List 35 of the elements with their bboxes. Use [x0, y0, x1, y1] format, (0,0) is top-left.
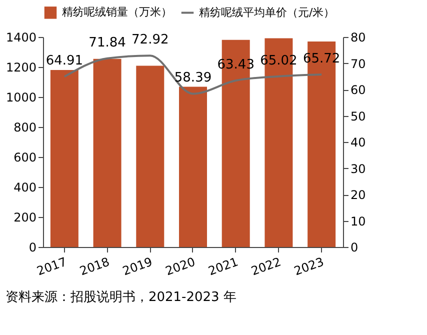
bar: [179, 86, 207, 247]
y-tick-label: 600: [14, 150, 36, 164]
y2-tick-label: 60: [350, 83, 366, 97]
bar: [93, 58, 122, 247]
y-tick-label: 1400: [6, 30, 36, 44]
y2-tick-label: 10: [350, 214, 366, 228]
y2-tick-label: 30: [350, 162, 366, 176]
x-tick-label: 2019: [120, 254, 154, 278]
y-tick-label: 0: [28, 240, 36, 254]
data-label: 58.39: [174, 70, 212, 86]
x-tick-label: 2018: [78, 254, 112, 278]
y2-tick-label: 50: [350, 109, 366, 124]
y-tick-label: 1200: [6, 60, 36, 74]
text: 资料来源：招股说明书，2021-2023 年: [5, 290, 236, 305]
y2-tick-label: 0: [350, 240, 358, 254]
y-tick-label: 200: [14, 210, 36, 224]
y-tick-label: 800: [14, 120, 36, 134]
legend-label: 精纺呢绒销量（万米）: [62, 6, 172, 19]
y2-tick-label: 20: [350, 188, 366, 202]
y2-tick-label: 80: [350, 30, 366, 44]
y2-tick-label: 40: [350, 136, 366, 150]
y-tick-label: 1000: [6, 90, 36, 104]
data-label: 71.84: [88, 35, 126, 50]
x-tick-label: 2022: [249, 254, 283, 278]
bar: [136, 66, 164, 247]
data-label: 64.91: [46, 54, 84, 69]
y2-tick-label: 70: [350, 56, 366, 71]
x-tick-label: 2017: [35, 254, 69, 278]
y-tick-label: 400: [14, 180, 36, 194]
legend-label: 精纺呢绒平均单价（元/米）: [199, 6, 335, 19]
x-tick-label: 2023: [292, 254, 326, 278]
x-tick-label: 2021: [206, 254, 240, 278]
data-label: 72.92: [132, 32, 169, 48]
x-tick-label: 2020: [164, 254, 198, 278]
bar: [50, 70, 78, 247]
